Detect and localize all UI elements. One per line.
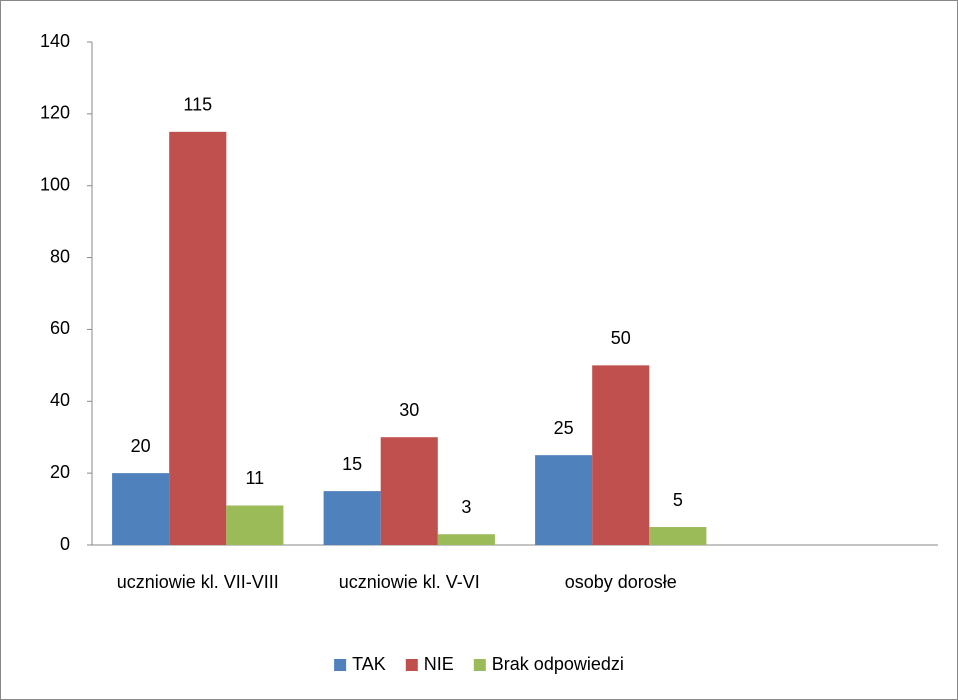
y-tick-label: 100 bbox=[40, 174, 70, 194]
bar bbox=[323, 491, 381, 545]
y-tick-label: 60 bbox=[50, 318, 70, 338]
data-label: 50 bbox=[611, 328, 631, 348]
y-tick-label: 140 bbox=[40, 31, 70, 51]
data-label: 25 bbox=[554, 418, 574, 438]
data-label: 11 bbox=[246, 468, 265, 488]
y-tick-label: 80 bbox=[50, 246, 70, 266]
bar bbox=[112, 473, 170, 545]
bar bbox=[380, 437, 438, 545]
y-tick-label: 40 bbox=[50, 390, 70, 410]
bar bbox=[535, 455, 593, 545]
bar bbox=[226, 505, 284, 545]
data-label: 15 bbox=[342, 454, 362, 474]
legend-label: NIE bbox=[424, 654, 454, 674]
data-label: 30 bbox=[399, 400, 419, 420]
bar bbox=[592, 365, 650, 545]
data-label: 3 bbox=[461, 497, 471, 517]
legend-label: TAK bbox=[352, 654, 386, 674]
bar bbox=[437, 534, 495, 545]
y-tick-label: 20 bbox=[50, 462, 70, 482]
y-tick-label: 0 bbox=[60, 534, 70, 554]
legend-swatch bbox=[473, 659, 486, 671]
data-label: 20 bbox=[131, 436, 151, 456]
data-label: 5 bbox=[673, 490, 683, 510]
bar bbox=[649, 527, 707, 545]
x-tick-label: osoby dorosłe bbox=[564, 572, 677, 592]
data-label: 115 bbox=[183, 95, 212, 115]
y-tick-label: 120 bbox=[40, 103, 70, 123]
bar bbox=[169, 131, 227, 546]
x-tick-label: uczniowie kl. V-VI bbox=[338, 572, 480, 592]
legend-swatch bbox=[405, 659, 418, 671]
x-tick-label: uczniowie kl. VII-VIII bbox=[116, 572, 279, 592]
legend-swatch bbox=[334, 659, 347, 671]
legend-label: Brak odpowiedzi bbox=[492, 654, 624, 674]
